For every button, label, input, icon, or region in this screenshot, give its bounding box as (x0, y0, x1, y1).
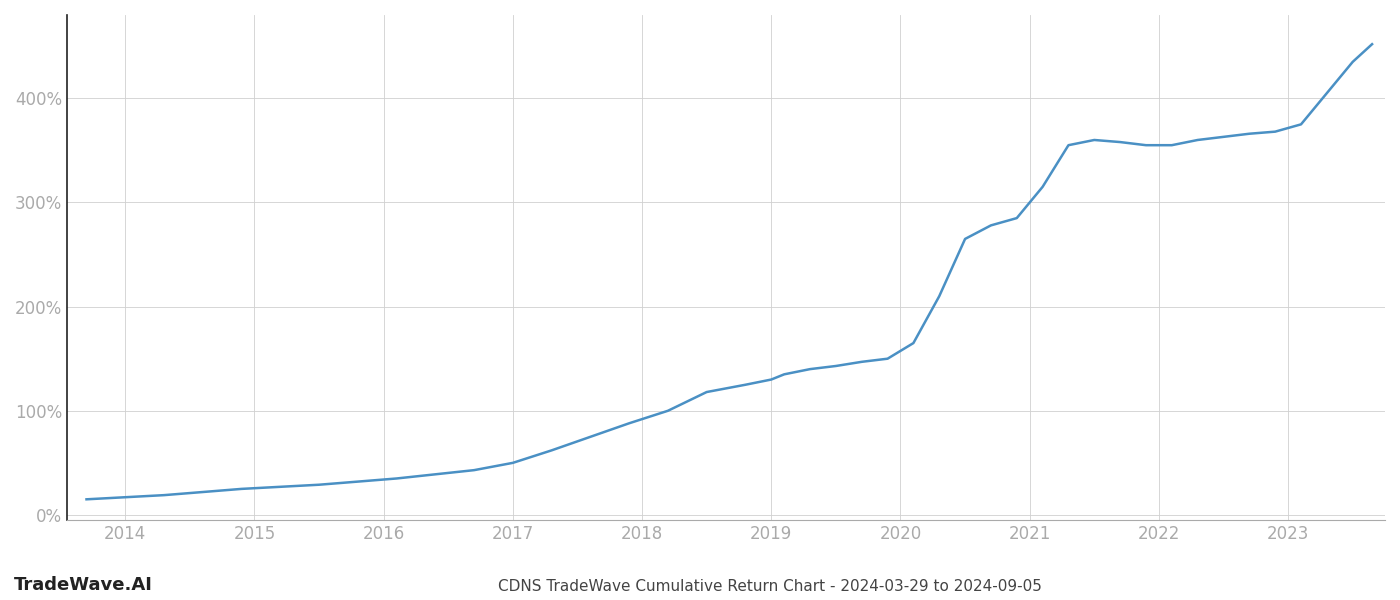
Text: TradeWave.AI: TradeWave.AI (14, 576, 153, 594)
Text: CDNS TradeWave Cumulative Return Chart - 2024-03-29 to 2024-09-05: CDNS TradeWave Cumulative Return Chart -… (498, 579, 1042, 594)
